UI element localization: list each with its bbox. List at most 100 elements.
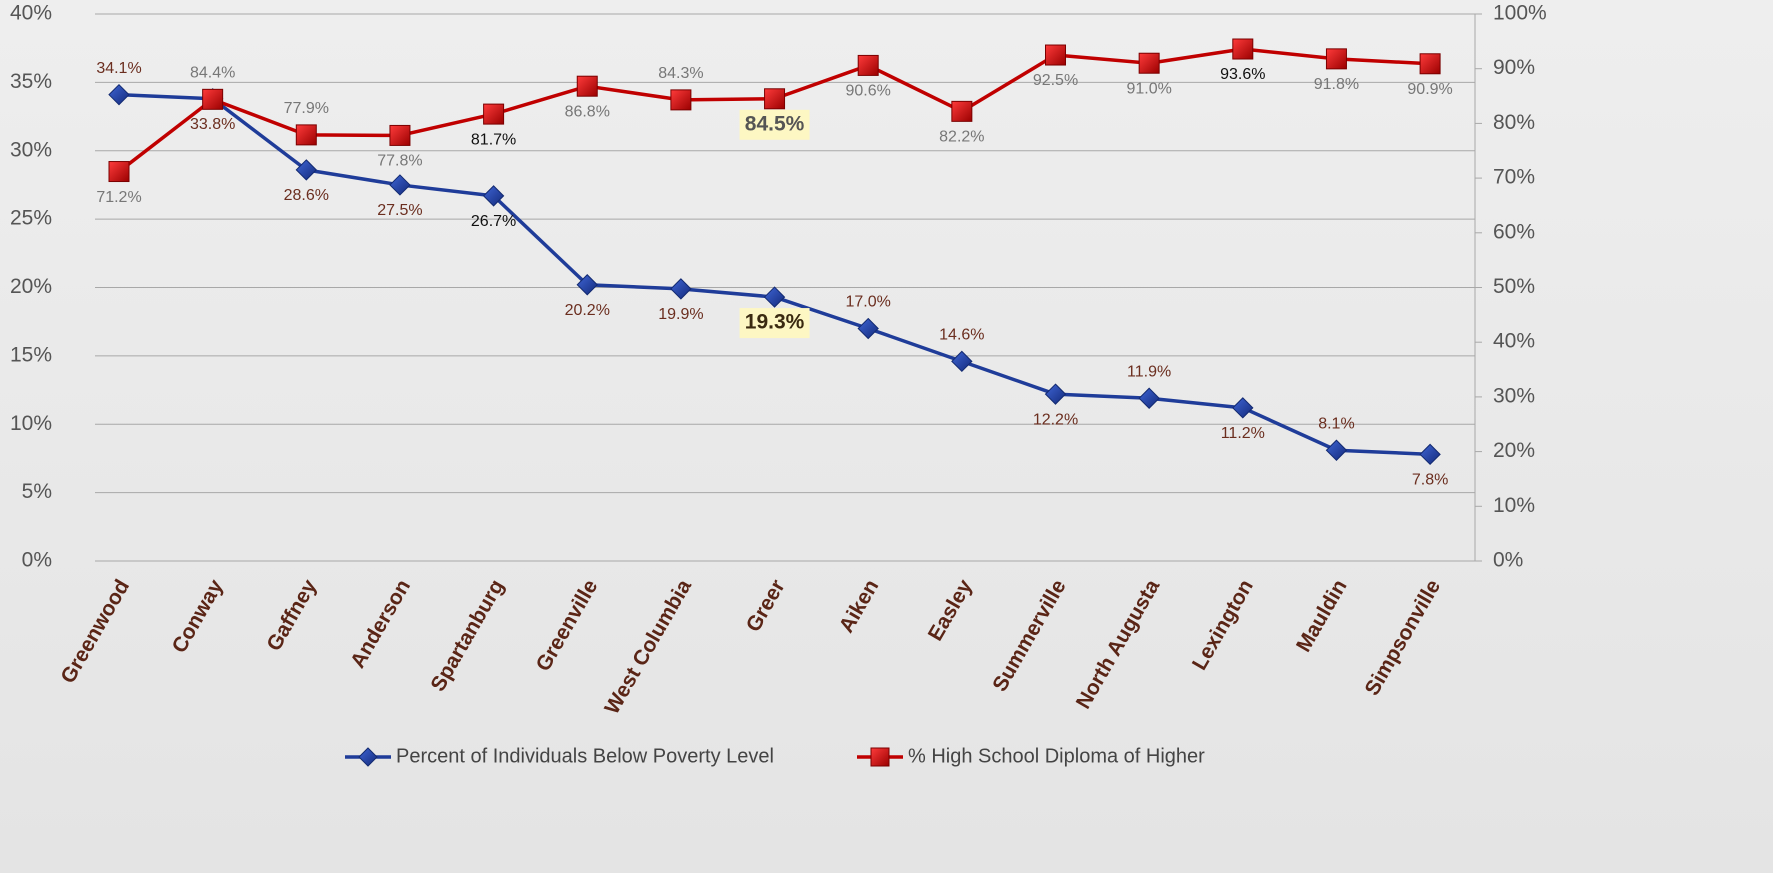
x-tick-label: Spartanburg bbox=[426, 576, 508, 696]
marker-square bbox=[857, 54, 879, 76]
data-label: 12.2% bbox=[1033, 411, 1078, 428]
marker-diamond bbox=[482, 185, 505, 207]
y-tick-label: 40% bbox=[10, 2, 52, 25]
marker-square bbox=[764, 88, 786, 110]
x-tick-label: Greenville bbox=[532, 576, 603, 675]
marker-diamond bbox=[1419, 443, 1441, 466]
data-label: 93.6% bbox=[1220, 66, 1265, 83]
data-label: 82.2% bbox=[939, 129, 984, 146]
series-line-group bbox=[118, 92, 1431, 457]
data-label: 20.2% bbox=[565, 302, 610, 319]
y-tick-label: 10% bbox=[10, 412, 52, 435]
marker-diamond bbox=[1044, 383, 1067, 405]
data-label: 90.6% bbox=[846, 83, 891, 100]
x-tick-label: Conway bbox=[168, 575, 228, 657]
x-tick-label: Mauldin bbox=[1292, 576, 1352, 656]
marker-square bbox=[951, 100, 973, 122]
data-label: 34.1% bbox=[96, 60, 141, 77]
marker-square bbox=[389, 124, 411, 146]
marker-diamond bbox=[763, 286, 786, 308]
marker-diamond bbox=[1232, 397, 1254, 419]
marker-square bbox=[1138, 52, 1160, 74]
data-label: 92.5% bbox=[1033, 72, 1078, 89]
marker-diamond bbox=[951, 350, 973, 373]
marker-diamond bbox=[1138, 387, 1160, 409]
marker-diamond bbox=[857, 317, 879, 340]
y-tick-label: 30% bbox=[10, 138, 52, 161]
series-label-group: 71.2% 84.4% 77.9% 77.8% 81.7% 86.8% 84.3% 84.5%… bbox=[96, 65, 1452, 206]
marker-diamond bbox=[576, 274, 598, 296]
marker-square bbox=[1419, 53, 1441, 75]
legend-label: % High School Diploma of Higher bbox=[908, 745, 1205, 767]
data-label: 28.6% bbox=[284, 187, 329, 204]
y-tick-label: 35% bbox=[10, 70, 52, 93]
data-label: 86.8% bbox=[565, 103, 610, 120]
y-tick-label: 5% bbox=[22, 480, 52, 503]
y2-tick-label: 40% bbox=[1493, 330, 1535, 353]
y2-tick-label: 80% bbox=[1493, 111, 1535, 134]
marker-square bbox=[670, 89, 692, 111]
series-line bbox=[118, 92, 1431, 457]
data-label: 11.2% bbox=[1221, 425, 1265, 442]
y2-tick-label: 30% bbox=[1493, 384, 1535, 407]
data-label: 19.3% bbox=[745, 311, 805, 334]
x-tick-label: Lexington bbox=[1188, 576, 1258, 674]
marker-square bbox=[1045, 44, 1066, 66]
x-tick-label: Easley bbox=[924, 575, 977, 644]
x-tick-label: Aiken bbox=[835, 576, 884, 637]
x-tick-label: North Augusta bbox=[1072, 576, 1165, 713]
x-tick-label: Anderson bbox=[346, 576, 415, 672]
y-tick-label: 25% bbox=[10, 207, 52, 230]
x-tick-label: Simpsonville bbox=[1361, 576, 1446, 700]
legend-label: Percent of Individuals Below Poverty Lev… bbox=[396, 745, 774, 767]
y2-tick-label: 50% bbox=[1493, 275, 1535, 298]
x-tick-label: Gaffney bbox=[262, 575, 321, 654]
marker-square bbox=[1325, 48, 1347, 70]
marker-square bbox=[295, 124, 317, 146]
marker-square bbox=[1232, 38, 1254, 60]
data-label: 91.8% bbox=[1314, 76, 1359, 93]
data-label: 71.2% bbox=[96, 189, 141, 206]
y-tick-label: 15% bbox=[10, 343, 52, 366]
y-tick-label: 0% bbox=[22, 549, 52, 572]
data-label: 77.9% bbox=[284, 100, 329, 117]
data-label: 26.7% bbox=[471, 213, 516, 230]
y2-tick-label: 0% bbox=[1493, 549, 1523, 572]
x-tick-label: Greer bbox=[742, 576, 790, 636]
x-tick-label: Summerville bbox=[988, 576, 1070, 696]
data-label: 84.4% bbox=[190, 65, 235, 82]
y2-tick-label: 20% bbox=[1493, 439, 1535, 462]
highlight-box bbox=[739, 109, 810, 140]
marker-square bbox=[576, 75, 598, 97]
marker-square bbox=[202, 88, 224, 110]
y2-tick-label: 10% bbox=[1493, 494, 1535, 517]
data-label: 11.9% bbox=[1127, 363, 1171, 380]
y2-tick-label: 90% bbox=[1493, 56, 1535, 79]
data-label: 84.5% bbox=[745, 112, 805, 135]
x-tick-label: Greenwood bbox=[56, 576, 134, 688]
marker-diamond bbox=[389, 174, 411, 196]
series-marker-group bbox=[108, 38, 1441, 183]
marker-diamond bbox=[1325, 439, 1348, 461]
marker-square bbox=[108, 161, 130, 183]
marker-diamond bbox=[108, 83, 130, 106]
data-label: 14.6% bbox=[939, 327, 984, 344]
marker-diamond bbox=[670, 278, 692, 300]
y2-tick-label: 100% bbox=[1493, 2, 1547, 25]
data-label: 77.8% bbox=[377, 153, 422, 170]
y2-tick-label: 60% bbox=[1493, 220, 1535, 243]
marker-square bbox=[483, 103, 505, 125]
marker-diamond bbox=[295, 159, 318, 181]
y-tick-label: 20% bbox=[10, 275, 52, 298]
data-label: 33.8% bbox=[190, 116, 235, 133]
series-label-group: 34.1% 33.8% 28.6% 27.5% 26.7% 20.2% 19.9% 19.3%… bbox=[96, 60, 1448, 489]
legend-marker bbox=[870, 747, 890, 767]
legend-marker bbox=[358, 747, 378, 767]
data-label: 19.9% bbox=[658, 306, 703, 323]
data-label: 17.0% bbox=[846, 294, 891, 311]
x-tick-label: West Columbia bbox=[600, 575, 696, 718]
data-label: 7.8% bbox=[1412, 472, 1448, 489]
y2-tick-label: 70% bbox=[1493, 166, 1535, 189]
highlight-box bbox=[739, 308, 810, 339]
